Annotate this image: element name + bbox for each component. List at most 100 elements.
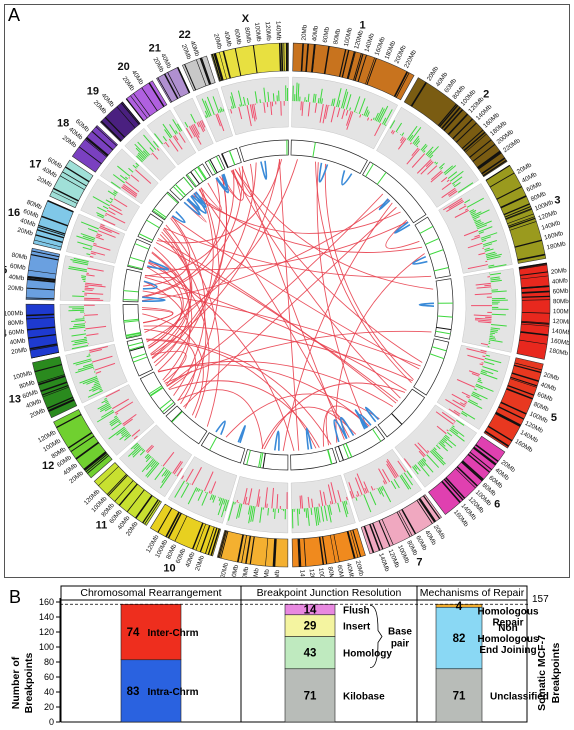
intra-link	[238, 426, 245, 443]
right-label-line2: Breakpoints	[550, 643, 562, 704]
chromosome-4: 20Mb40Mb60Mb80Mb100Mb120Mb140Mb160Mb180M…	[435, 263, 569, 359]
gain-bar	[111, 201, 112, 202]
tick-label: 20Mb	[274, 569, 282, 577]
gain-bar	[81, 276, 86, 277]
tick-label: 140Mb	[551, 328, 569, 337]
loss-bar	[464, 204, 465, 205]
tick-label: 40Mb	[263, 568, 271, 577]
segment-label: Insert	[343, 622, 371, 633]
segment-label: Homology	[343, 649, 392, 660]
tick-label: 100Mb	[343, 26, 354, 47]
tick-label: 40Mb	[311, 25, 320, 42]
tick-label: 20Mb	[543, 371, 561, 382]
chromosome-label: 19	[87, 86, 99, 98]
gain-bar	[268, 508, 269, 515]
segment-label: Homologous	[477, 606, 539, 617]
link	[166, 225, 220, 427]
rearrangement-links	[142, 159, 434, 451]
tick-label: 20Mb	[212, 33, 223, 51]
cytoband-stripe	[280, 43, 281, 71]
tick-label: 100Mb	[5, 310, 24, 318]
intra-link	[261, 161, 267, 179]
breakpoint-bar-chart: B Number of Breakpoints 0204060801001201…	[4, 583, 570, 725]
section-title: Chromosomal Rearrangement	[80, 587, 221, 599]
tick-label: 120Mb	[219, 561, 230, 577]
segment-value: 14	[304, 605, 317, 617]
chromosome-label: 1	[360, 20, 366, 32]
segment-label: Homologous	[477, 634, 539, 645]
breakpoint-ring-segment	[166, 406, 207, 444]
tick-label: 40Mb	[345, 562, 356, 577]
gain-bar	[231, 106, 232, 108]
breakpoint-ring-segment	[291, 140, 367, 173]
chromosome-14: 20Mb40Mb60Mb80Mb100Mb14	[5, 304, 141, 358]
tick-label: 60Mb	[9, 263, 26, 272]
link	[199, 189, 349, 437]
tick-label: 120Mb	[308, 569, 317, 577]
intra-link	[419, 303, 433, 306]
tick-label: 40Mb	[8, 274, 25, 283]
tick-label: 120Mb	[552, 318, 569, 326]
tick-label: 100Mb	[553, 308, 569, 315]
tick-label: 80Mb	[8, 319, 25, 327]
loss-bar	[330, 501, 331, 504]
link	[148, 263, 294, 451]
tick-label: 40Mb	[552, 277, 569, 285]
chromosome-label: 2	[483, 89, 489, 101]
segment-value: 82	[453, 633, 466, 645]
tick-label: 60Mb	[322, 26, 331, 43]
gain-bar	[490, 333, 495, 334]
intra-link	[342, 170, 352, 184]
y-axis-label-line1: Number of	[10, 656, 22, 709]
segment-label: Repair	[492, 617, 523, 628]
link	[279, 159, 298, 450]
tick-label: 60Mb	[336, 564, 346, 577]
tick-label: 160Mb	[550, 337, 569, 347]
tick-label: 20Mb	[551, 267, 568, 276]
y-tick-label: 160	[39, 597, 54, 607]
y-tick-label: 80	[44, 657, 54, 667]
y-tick-label: 120	[39, 627, 54, 637]
ideogram-chr-22	[182, 56, 215, 91]
tick-label: 20Mb	[29, 407, 47, 420]
tick-label: 80Mb	[332, 28, 342, 45]
tick-label: 180Mb	[548, 347, 569, 357]
breakpoint-ring-segment	[127, 338, 153, 376]
tick-label: 40Mb	[222, 30, 232, 47]
tick-label: 140Mb	[274, 21, 282, 41]
breakpoint-ring-segment	[201, 433, 245, 463]
loss-bar	[85, 290, 93, 291]
segment-value: 4	[456, 601, 463, 613]
segment-label: Flush	[343, 606, 370, 617]
tick-label: 60Mb	[252, 567, 261, 577]
gain-bar	[385, 125, 386, 126]
loss-bar	[237, 500, 238, 502]
tick-label: 100Mb	[253, 22, 262, 42]
chromosome-label: 12	[42, 460, 54, 472]
loss-bar	[129, 178, 130, 179]
tick-label: 60Mb	[8, 328, 25, 337]
chromosome-label: 7	[416, 556, 422, 568]
loss-bar	[371, 119, 372, 121]
gain-bar	[152, 457, 153, 458]
gain-bar	[235, 502, 236, 504]
chromosome-label: 13	[9, 394, 21, 406]
tick-label: 20Mb	[36, 175, 54, 189]
tick-label: 120Mb	[264, 21, 272, 41]
chromosome-label: 21	[149, 42, 161, 54]
tick-label: 80Mb	[553, 298, 569, 305]
intra-link	[275, 431, 279, 450]
chromosome-label: 20	[118, 61, 130, 73]
segment-value: 43	[304, 648, 317, 660]
panel-a-label: A	[8, 5, 20, 26]
segment-value: 74	[127, 627, 140, 639]
segment-label: End Joining	[479, 645, 536, 656]
section-title: Breakpoint Junction Resolution	[257, 587, 402, 599]
chromosome-label: 16	[8, 207, 20, 219]
tick-label: 40Mb	[540, 381, 558, 393]
chromosome-label: 5	[551, 412, 557, 424]
intra-link	[366, 407, 379, 421]
segment-value: 71	[304, 690, 317, 702]
loss-bar	[105, 215, 107, 216]
